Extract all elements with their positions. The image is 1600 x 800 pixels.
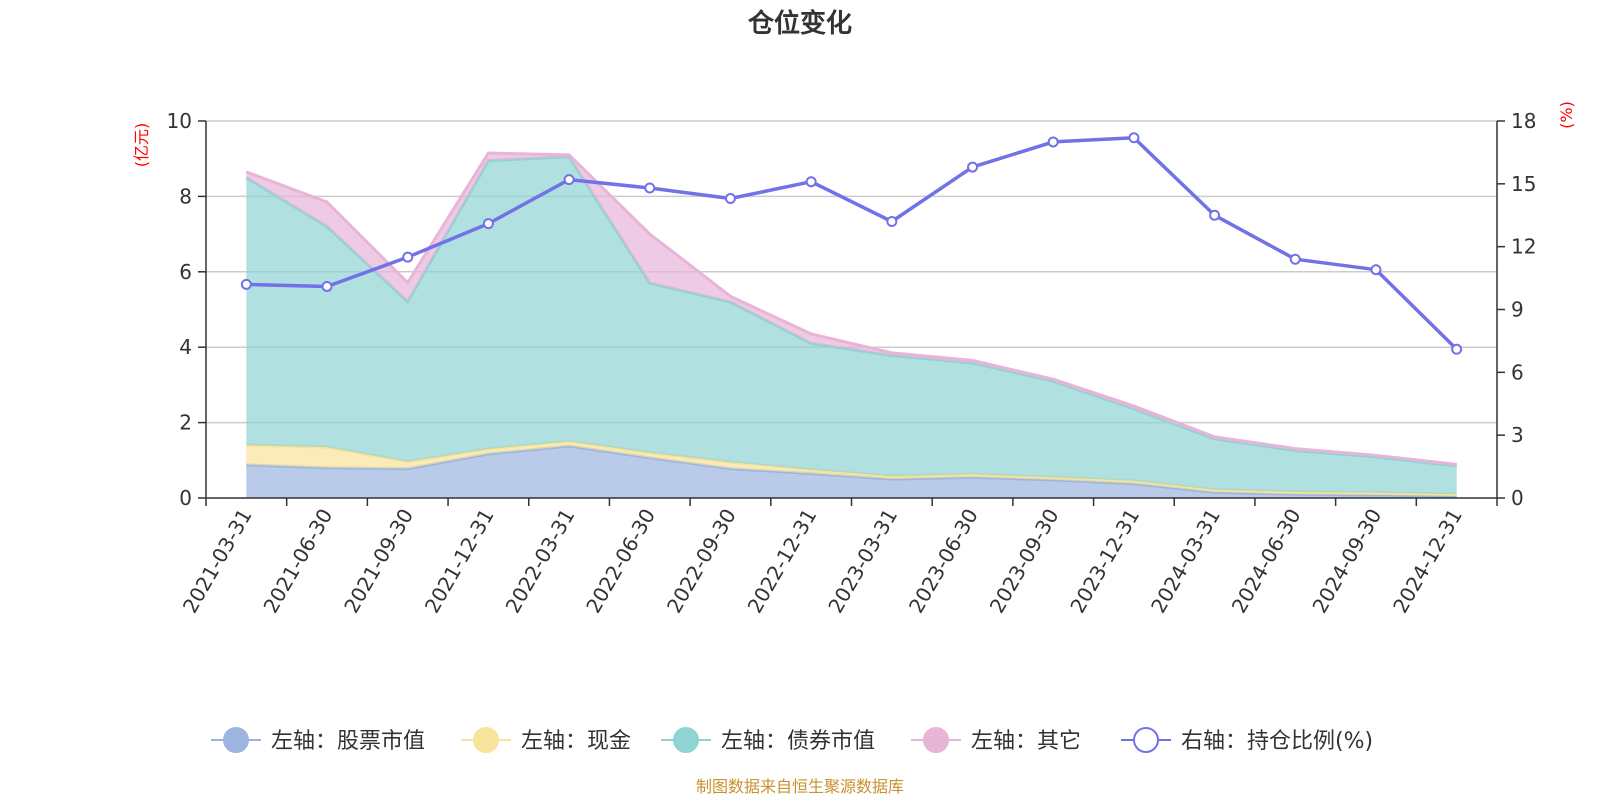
right-axis-unit: (%) xyxy=(1557,101,1576,129)
right-tick-label: 12 xyxy=(1511,235,1536,259)
ratio-point xyxy=(402,251,414,263)
right-tick-label: 0 xyxy=(1511,486,1524,510)
ratio-point xyxy=(1451,343,1463,355)
right-tick-label: 3 xyxy=(1511,423,1524,447)
ratio-point xyxy=(967,161,979,173)
left-tick-label: 0 xyxy=(179,486,192,510)
x-tick-label: 2024-03-31 xyxy=(1146,505,1225,618)
ratio-line xyxy=(240,132,1463,355)
x-tick-label: 2022-12-31 xyxy=(743,505,822,618)
ratio-point xyxy=(482,218,494,230)
legend-label: 左轴：股票市值 xyxy=(271,729,425,754)
x-tick-label: 2022-09-30 xyxy=(662,505,741,618)
stacked-areas xyxy=(245,151,1457,498)
left-tick-label: 4 xyxy=(179,335,192,359)
right-tick-label: 6 xyxy=(1511,360,1524,384)
x-tick-label: 2022-03-31 xyxy=(501,505,580,618)
right-tick-label: 9 xyxy=(1511,298,1524,322)
legend-marker xyxy=(223,727,249,753)
chart-title: 仓位变化 xyxy=(747,8,852,39)
legend-marker xyxy=(923,727,949,753)
left-axis-unit: (亿元) xyxy=(132,123,151,168)
legend-label: 左轴：现金 xyxy=(521,729,631,754)
x-tick-label: 2024-09-30 xyxy=(1307,505,1386,618)
data-source-note: 制图数据来自恒生聚源数据库 xyxy=(696,777,904,796)
ratio-point xyxy=(563,174,575,186)
right-tick-label: 18 xyxy=(1511,109,1536,133)
x-tick-label: 2022-06-30 xyxy=(581,505,660,618)
x-tick-label: 2023-03-31 xyxy=(823,505,902,618)
legend-label: 左轴：其它 xyxy=(971,729,1081,754)
left-tick-label: 2 xyxy=(179,411,192,435)
left-tick-label: 6 xyxy=(179,260,192,284)
area-series-2 xyxy=(246,156,1457,495)
ratio-point xyxy=(240,278,252,290)
ratio-point xyxy=(1128,132,1140,144)
legend-marker xyxy=(1133,727,1159,753)
x-tick-label: 2021-09-30 xyxy=(339,505,418,618)
area-edge-3 xyxy=(245,151,1457,466)
ratio-point xyxy=(886,216,898,228)
ratio-point xyxy=(1047,136,1059,148)
x-tick-label: 2024-06-30 xyxy=(1227,505,1306,618)
ratio-point xyxy=(1289,253,1301,265)
ratio-point xyxy=(1209,209,1221,221)
ratio-point xyxy=(724,192,736,204)
legend-marker xyxy=(673,727,699,753)
ratio-point xyxy=(644,182,656,194)
x-tick-label: 2021-03-31 xyxy=(178,505,257,618)
left-tick-label: 10 xyxy=(167,109,192,133)
left-tick-label: 8 xyxy=(179,184,192,208)
x-tick-label: 2021-12-31 xyxy=(420,505,499,618)
x-tick-label: 2023-12-31 xyxy=(1065,505,1144,618)
legend-label: 左轴：债券市值 xyxy=(721,729,875,754)
ratio-point xyxy=(1370,264,1382,276)
legend-marker xyxy=(473,727,499,753)
ratio-point xyxy=(321,280,333,292)
x-tick-label: 2023-09-30 xyxy=(985,505,1064,618)
right-tick-label: 15 xyxy=(1511,172,1536,196)
x-tick-label: 2023-06-30 xyxy=(904,505,983,618)
legend-label: 右轴：持仓比例(%) xyxy=(1181,729,1373,754)
ratio-point xyxy=(805,176,817,188)
area-series-0 xyxy=(246,446,1457,498)
x-tick-label: 2024-12-31 xyxy=(1388,505,1467,618)
legend: 左轴：股票市值 左轴：现金 左轴：债券市值 左轴：其它 右轴：持仓比例(%) xyxy=(211,727,1373,754)
x-tick-label: 2021-06-30 xyxy=(258,505,337,618)
ratio-line-path xyxy=(246,136,1458,351)
